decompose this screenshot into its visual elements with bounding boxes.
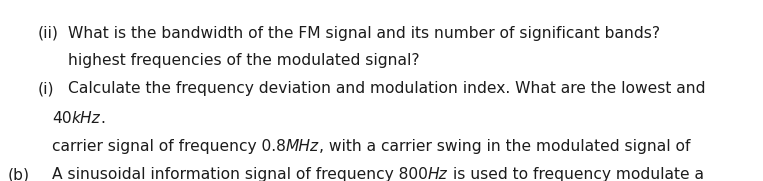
- Text: Calculate the frequency deviation and modulation index. What are the lowest and: Calculate the frequency deviation and mo…: [68, 81, 706, 96]
- Text: .: .: [101, 111, 105, 126]
- Text: , with a carrier swing in the modulated signal of: , with a carrier swing in the modulated …: [319, 139, 691, 154]
- Text: A sinusoidal information signal of frequency 800: A sinusoidal information signal of frequ…: [52, 167, 428, 181]
- Text: MHz: MHz: [286, 139, 319, 154]
- Text: What is the bandwidth of the FM signal and its number of significant bands?: What is the bandwidth of the FM signal a…: [68, 26, 660, 41]
- Text: carrier signal of frequency 0.8: carrier signal of frequency 0.8: [52, 139, 286, 154]
- Text: kHz: kHz: [72, 111, 101, 126]
- Text: 40: 40: [52, 111, 72, 126]
- Text: (b): (b): [8, 167, 30, 181]
- Text: is used to frequency modulate a: is used to frequency modulate a: [448, 167, 703, 181]
- Text: Hz: Hz: [428, 167, 448, 181]
- Text: (ii): (ii): [38, 26, 59, 41]
- Text: highest frequencies of the modulated signal?: highest frequencies of the modulated sig…: [68, 53, 420, 68]
- Text: (i): (i): [38, 81, 54, 96]
